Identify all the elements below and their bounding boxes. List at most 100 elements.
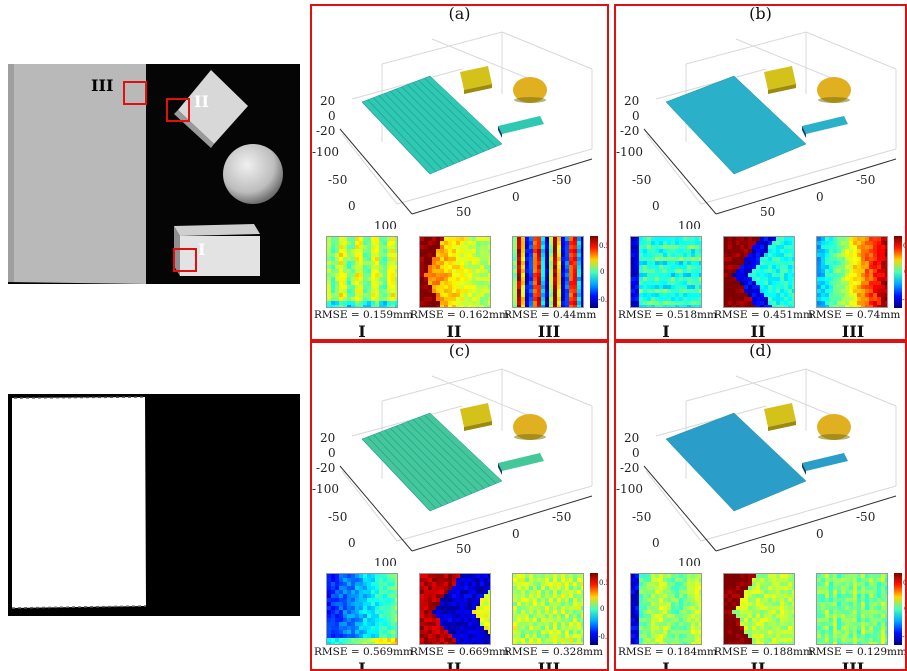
rmse-label-III: RMSE = 0.328mm [504,646,603,658]
colorbar-tick: 0.5 [599,579,607,587]
y-tick: -50 [632,510,651,524]
surface-plot-3d: 20 0 -20 -100 -50 0 100 50 0 -50 [312,368,593,566]
x-tick: 50 [456,205,471,219]
y-tick: -100 [312,145,339,159]
mask-shape [8,394,300,616]
colorbar-tick: 0 [904,268,905,276]
x-tick: 0 [816,527,824,541]
panel-letter: (a) [448,4,471,23]
binary-mask [8,394,300,616]
y-tick: 100 [678,556,701,566]
x-tick: 0 [512,190,520,204]
colorbar [894,573,902,645]
patch-label-II: II [750,322,766,341]
z-tick: 0 [632,446,640,460]
z-tick: 20 [624,431,639,445]
colorbar-tick: 0.5 [599,242,607,250]
z-tick: 20 [320,94,335,108]
patch-label-III: III [841,322,865,341]
rmse-label-II: RMSE = 0.162mm [410,309,509,321]
rmse-label-III: RMSE = 0.129mm [808,646,907,658]
panel-letter: (b) [749,4,772,23]
z-tick: 20 [624,94,639,108]
error-patch-III [512,573,584,645]
x-tick: 50 [760,542,775,556]
patch-label-III: III [537,659,561,671]
rmse-label-I: RMSE = 0.569mm [314,646,413,658]
y-tick: 0 [652,199,660,213]
panel-b: (b) 20 0 -20 -100 -50 [614,4,907,341]
x-tick: -50 [856,510,875,524]
colorbar-tick: -0.5 [598,633,608,641]
colorbar-tick: -0.5 [598,296,608,304]
panel-d: (d) 20 0 -20 -100 -50 [614,341,907,671]
y-tick: -100 [312,482,339,496]
panel-letter: (c) [448,341,471,360]
z-tick: 0 [632,109,640,123]
roi-label-I: I [198,240,206,259]
error-patch-II [419,236,491,308]
error-patch-I [326,573,398,645]
y-tick: 0 [652,536,660,550]
error-patch-II [419,573,491,645]
rmse-label-II: RMSE = 0.451mm [714,309,813,321]
y-tick: 100 [374,219,397,229]
patch-label-II: II [446,659,462,671]
roi-box-III [123,81,147,105]
x-tick: 0 [512,527,520,541]
rmse-label-III: RMSE = 0.44mm [504,309,597,321]
roi-box-II [166,98,190,122]
photo-scene [8,64,300,284]
colorbar-tick: 0 [600,268,605,276]
z-tick: -20 [620,124,639,138]
y-tick: -50 [328,173,347,187]
z-tick: -20 [620,461,639,475]
error-patch-III [816,573,888,645]
rmse-label-I: RMSE = 0.184mm [618,646,717,658]
y-tick: -50 [328,510,347,524]
error-patch-III [512,236,584,308]
colorbar-tick: 0. [903,242,905,250]
surface-plot-3d: 20 0 -20 -100 -50 0 100 50 0 -50 [616,368,897,566]
patch-label-I: I [358,659,366,671]
error-patch-I [326,236,398,308]
roi-label-II: II [194,92,209,111]
y-tick: 100 [678,219,701,229]
patch-label-II: II [750,659,766,671]
x-tick: 0 [816,190,824,204]
colorbar [590,573,598,645]
colorbar-tick: -0 [902,633,905,641]
error-patch-III [816,236,888,308]
rmse-label-III: RMSE = 0.74mm [808,309,901,321]
patch-label-II: II [446,322,462,341]
patch-label-I: I [662,659,670,671]
x-tick: 50 [760,205,775,219]
surface-plot-3d: 20 0 -20 -100 -50 0 100 50 0 -50 [616,31,897,229]
z-tick: 0 [328,446,336,460]
roi-box-I [173,248,197,272]
error-patch-II [723,236,795,308]
panel-letter: (d) [749,341,772,360]
patch-label-III: III [537,322,561,341]
y-tick: -50 [632,173,651,187]
x-tick: 50 [456,542,471,556]
rmse-label-I: RMSE = 0.518mm [618,309,717,321]
rmse-label-II: RMSE = 0.188mm [714,646,813,658]
y-tick: 0 [348,199,356,213]
y-tick: -100 [616,482,643,496]
panel-c: (c) 20 0 -20 -100 -50 [310,341,609,671]
rmse-label-I: RMSE = 0.159mm [314,309,413,321]
z-tick: 20 [320,431,335,445]
roi-label-III: III [91,76,114,95]
colorbar-tick: 0. [903,579,905,587]
y-tick: 100 [374,556,397,566]
surface-plot-3d: 20 0 -20 -100 -50 0 100 50 0 -50 [312,31,593,229]
y-tick: -100 [616,145,643,159]
colorbar-tick: -0. [902,296,905,304]
colorbar [894,236,902,308]
panel-a: (a) 20 0 -20 -100 -50 [310,4,609,341]
z-tick: -20 [316,124,335,138]
colorbar [590,236,598,308]
x-tick: -50 [856,173,875,187]
z-tick: -20 [316,461,335,475]
